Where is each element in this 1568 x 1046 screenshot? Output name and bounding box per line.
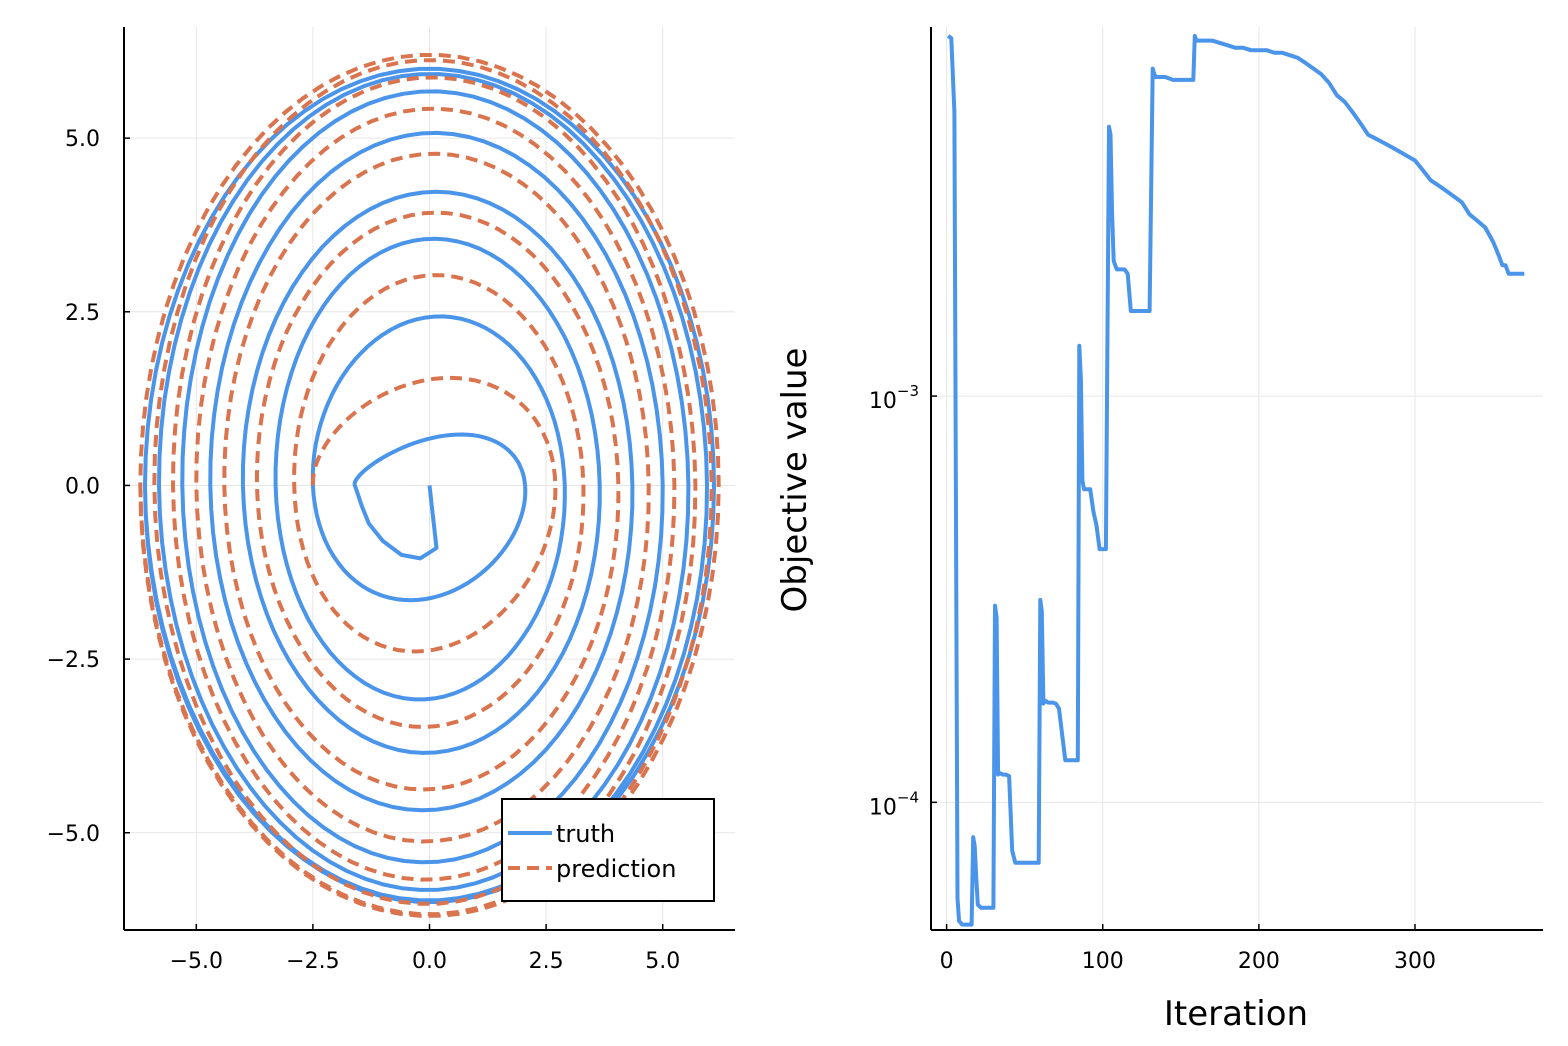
y-tick-label: 10−4 bbox=[869, 788, 919, 820]
x-tick-label: 100 bbox=[1082, 949, 1124, 974]
y-tick-label: 2.5 bbox=[65, 301, 100, 326]
legend-label-prediction: prediction bbox=[556, 855, 676, 883]
legend: truth prediction bbox=[501, 798, 715, 902]
x-tick-label: 2.5 bbox=[529, 949, 564, 974]
series-objective bbox=[947, 33, 1525, 927]
x-axis-title: Iteration bbox=[1164, 994, 1308, 1034]
x-tick-label: 0.0 bbox=[412, 949, 447, 974]
legend-label-truth: truth bbox=[556, 820, 615, 848]
x-tick-label: 0 bbox=[940, 949, 954, 974]
x-tick-label: 300 bbox=[1394, 949, 1436, 974]
x-tick-label: 5.0 bbox=[645, 949, 680, 974]
phase-portrait-axes bbox=[123, 27, 735, 931]
y-tick-label: −5.0 bbox=[47, 822, 100, 847]
y-tick-label: 5.0 bbox=[65, 127, 100, 152]
objective-tick-labels: 0 100 200 300 10−4 10−3 bbox=[869, 382, 1436, 974]
y-tick-label: 0.0 bbox=[65, 474, 100, 499]
objective-axes bbox=[930, 27, 1543, 931]
x-tick-label: −5.0 bbox=[170, 949, 223, 974]
y-tick-label: −2.5 bbox=[47, 648, 100, 673]
phase-portrait-plot: −5.0 −2.5 0.0 2.5 5.0 −5.0 −2.5 0.0 2.5 5.0 truth… bbox=[47, 27, 735, 974]
objective-plot: 0 100 200 300 10−4 10−3 Iteration Objective v… bbox=[775, 27, 1543, 1034]
objective-grid bbox=[931, 27, 1543, 930]
y-tick-label: 10−3 bbox=[869, 382, 919, 414]
legend-box bbox=[501, 798, 715, 902]
objective-series bbox=[947, 33, 1525, 927]
x-tick-label: 200 bbox=[1238, 949, 1280, 974]
phase-portrait-grid bbox=[124, 27, 735, 930]
x-tick-label: −2.5 bbox=[286, 949, 339, 974]
phase-portrait-tick-labels: −5.0 −2.5 0.0 2.5 5.0 −5.0 −2.5 0.0 2.5 5.0 bbox=[47, 127, 681, 974]
y-axis-title: Objective value bbox=[775, 348, 815, 613]
